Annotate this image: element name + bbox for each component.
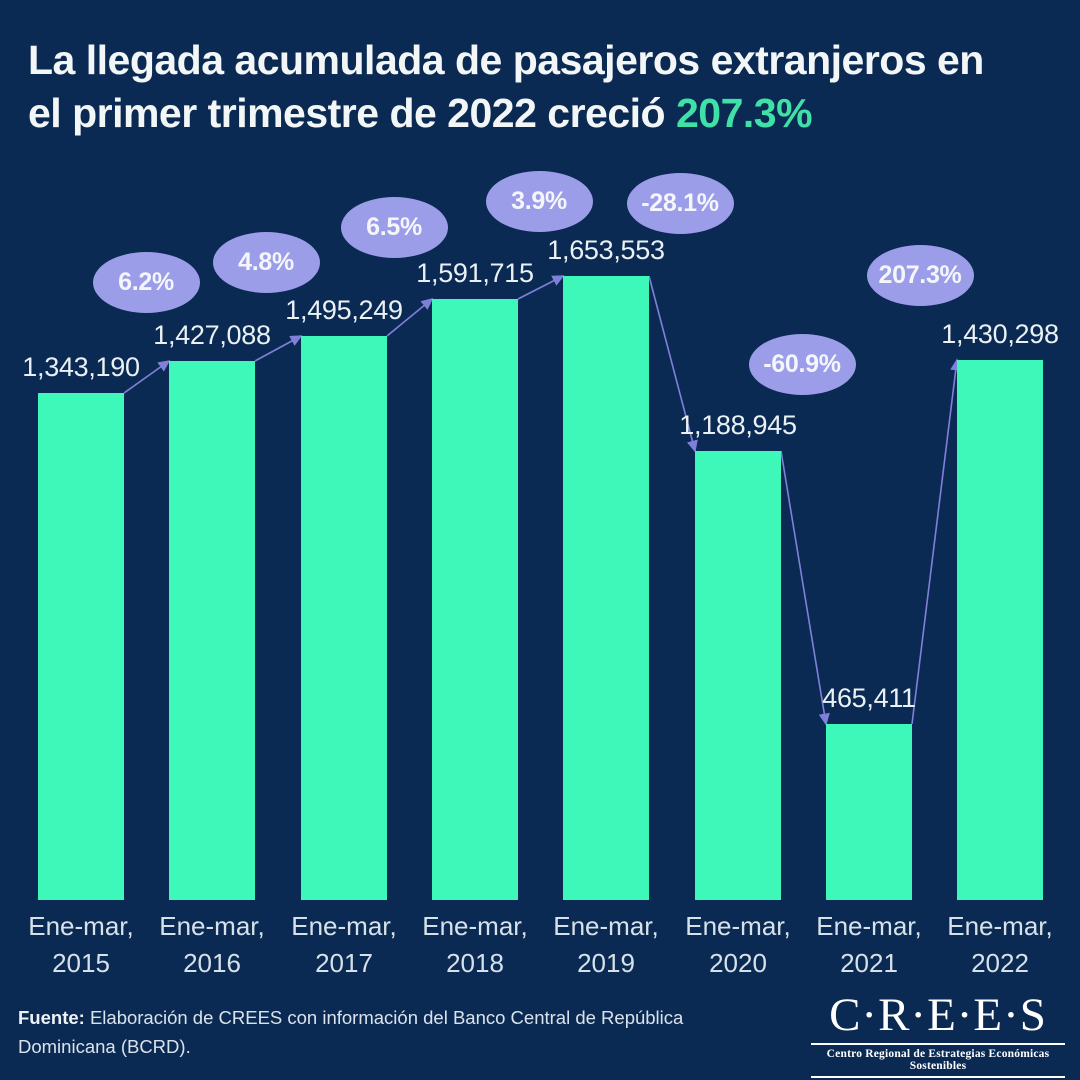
page-title: La llegada acumulada de pasajeros extran… <box>28 34 1058 140</box>
crees-logo: C·R·E·E·S Centro Regional de Estrategias… <box>811 990 1065 1078</box>
growth-bubble: 4.8% <box>212 231 320 293</box>
x-axis-label: Ene-mar, 2018 <box>422 911 528 978</box>
bar-value-label: 465,411 <box>822 683 916 713</box>
bar-value-label: 1,591,715 <box>416 258 534 288</box>
growth-bubble: -60.9% <box>748 333 856 395</box>
title-line1: La llegada acumulada de pasajeros extran… <box>28 37 984 83</box>
x-axis-label: Ene-mar, 2020 <box>685 911 791 978</box>
growth-arrow <box>911 358 962 725</box>
title-line2: el primer trimestre de 2022 creció <box>28 90 676 136</box>
bar-value-label: 1,653,553 <box>547 235 665 265</box>
bar-value-label: 1,430,298 <box>941 319 1059 349</box>
x-axis-label: Ene-mar, 2021 <box>816 911 922 978</box>
source-label: Fuente: <box>18 1007 85 1028</box>
x-axis-label: Ene-mar, 2022 <box>947 911 1053 978</box>
bar-2015 <box>38 393 124 900</box>
title-highlight: 207.3% <box>675 90 813 136</box>
bar-value-label: 1,427,088 <box>153 320 271 350</box>
x-axis-label: Ene-mar, 2019 <box>553 911 659 978</box>
x-axis-label: Ene-mar, 2016 <box>159 911 265 978</box>
bar-2017 <box>301 336 387 900</box>
growth-bubble: 6.5% <box>340 196 448 258</box>
growth-bubble: -28.1% <box>626 172 734 234</box>
bar-2016 <box>169 361 255 900</box>
bar-2022 <box>957 360 1043 900</box>
crees-logo-name: C·R·E·E·S <box>829 989 1047 1041</box>
source-text: Elaboración de CREES con información del… <box>18 1007 684 1057</box>
x-axis-label: Ene-mar, 2017 <box>291 911 397 978</box>
bar-2020 <box>695 451 781 900</box>
bar-2021 <box>826 724 912 900</box>
growth-bubble: 6.2% <box>92 251 200 313</box>
bar-2018 <box>432 299 518 900</box>
growth-bubble: 3.9% <box>485 170 593 232</box>
source-note: Fuente: Elaboración de CREES con informa… <box>18 1003 786 1061</box>
bar-value-label: 1,188,945 <box>679 410 797 440</box>
crees-logo-tagline: Centro Regional de Estrategias Económica… <box>811 1043 1065 1078</box>
bar-value-label: 1,343,190 <box>22 352 140 382</box>
x-axis-label: Ene-mar, 2015 <box>28 911 134 978</box>
bar-value-label: 1,495,249 <box>285 295 403 325</box>
growth-bubble: 207.3% <box>866 244 974 306</box>
bar-2019 <box>563 276 649 900</box>
